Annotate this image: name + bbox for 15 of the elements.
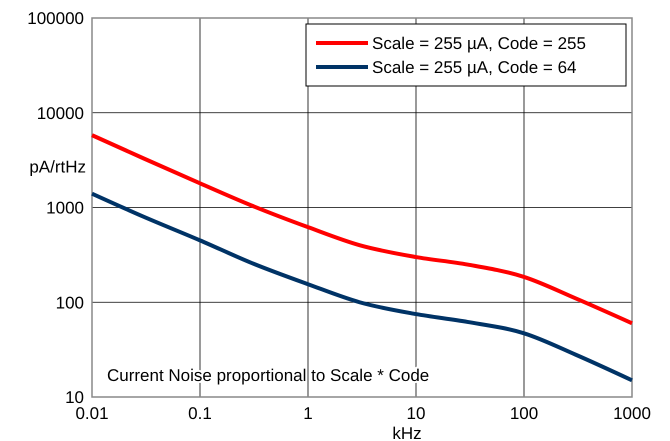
- y-tick-label: 1000: [46, 198, 84, 218]
- y-tick-label: 10000: [36, 104, 84, 123]
- x-tick-label: 0.01: [75, 404, 109, 423]
- x-tick-label: 0.1: [188, 404, 212, 423]
- legend-label: Scale = 255 µA, Code = 64: [372, 58, 576, 77]
- x-tick-label: 10: [406, 404, 426, 423]
- y-tick-label: 100000: [27, 9, 84, 28]
- x-tick-label: 1000: [613, 404, 651, 423]
- x-tick-label: 100: [510, 404, 538, 423]
- y-axis-title: pA/rtHz: [29, 157, 86, 176]
- x-tick-label: 1: [303, 404, 313, 423]
- legend-label: Scale = 255 µA, Code = 255: [372, 34, 586, 53]
- y-tick-label: 100: [56, 293, 84, 312]
- x-axis-title: kHz: [392, 424, 422, 441]
- y-tick-label: 10: [65, 388, 84, 407]
